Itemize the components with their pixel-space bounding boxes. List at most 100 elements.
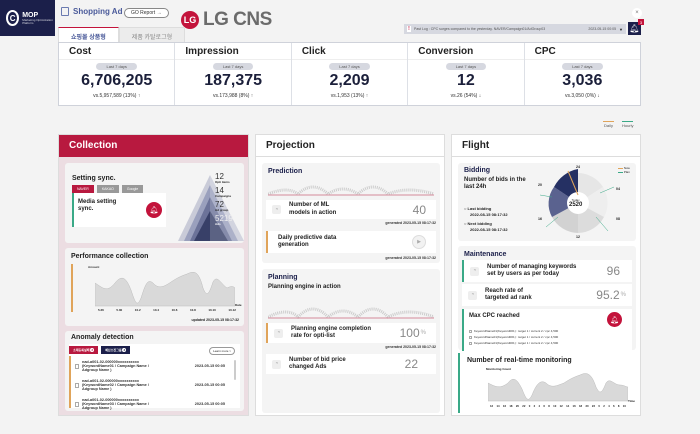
alert-message: Past Log : CPC surges compared to the ye… xyxy=(414,27,546,31)
media-tag-google[interactable]: Google xyxy=(121,185,144,193)
monitoring-title: Number of real-time monitoring xyxy=(467,357,572,364)
last-bidding-time: 2022-08-15 08:17:32 xyxy=(470,212,508,217)
kpi-title: CPC xyxy=(524,43,641,60)
anomaly-item[interactable]: nad-a001-02-000000xxxxxxxxxx (KeywordNam… xyxy=(75,360,233,372)
kpi-title: Impression xyxy=(175,43,291,60)
kpi-title: Conversion xyxy=(408,43,524,60)
anomaly-item[interactable]: nad-a001-02-000000xxxxxxxxxx (KeywordNam… xyxy=(75,398,233,410)
hour-tick: 16 xyxy=(538,217,542,221)
ml-models-metric: ◔ Number of ML models in action 40 xyxy=(266,200,436,219)
tag-budget-exhausted[interactable]: 예산소진그룹 3 xyxy=(101,346,131,354)
percent-unit: % xyxy=(420,330,426,336)
hourly-indicator xyxy=(458,353,460,413)
maintenance-title: Maintenance xyxy=(464,251,507,258)
legend-hourly: Hourly xyxy=(622,121,634,128)
max-cpc-alert-button[interactable]: 🔔︎ xyxy=(607,312,622,327)
pie-chart-icon: ◔ xyxy=(468,290,477,300)
tab-product-catalog[interactable]: 제품 카탈로그형 xyxy=(118,27,186,45)
max-cpc-item[interactable]: KeywordName01(Keyword001) : target 1 / c… xyxy=(469,335,558,339)
logo-mark-icon: C xyxy=(6,10,20,26)
setting-sync-title: Setting sync. xyxy=(72,175,116,182)
pie-chart-icon: ◔ xyxy=(272,359,281,369)
clock-icon: ○ xyxy=(464,221,467,226)
daily-prediction-metric: Daily predictive data generation ▶ xyxy=(266,231,436,253)
max-cpc-item[interactable]: KeywordName01(Keyword001) : target 1 / c… xyxy=(469,341,558,345)
ads-label: Ads xyxy=(215,222,221,226)
max-cpc-item[interactable]: KeywordName01(Keyword001) : target 1 / c… xyxy=(469,329,558,333)
monitoring-chart xyxy=(488,373,628,402)
kpi-title: Cost xyxy=(59,43,175,60)
collection-panel: Collection Setting sync. NAVER KAKAO Goo… xyxy=(58,134,249,416)
go-report-button[interactable]: GO Report → xyxy=(124,8,169,18)
prediction-title: Prediction xyxy=(268,168,303,175)
file-icon xyxy=(75,382,79,388)
chevron-down-icon[interactable]: ▼ xyxy=(619,26,623,32)
adgroup-value: 72 xyxy=(215,200,224,209)
maintenance-card: Maintenance ◔ Number of managing keyword… xyxy=(458,246,636,351)
pie-chart-icon: ◔ xyxy=(470,266,479,276)
file-icon xyxy=(469,329,472,333)
app-label: Shopping Ad xyxy=(61,7,122,16)
kpi-compare: vs.26 (54%) ↓ xyxy=(450,93,482,99)
kpi-impression: Impression Last 7 days 187,375 vs.173,98… xyxy=(175,43,292,105)
daily-indicator xyxy=(71,264,73,312)
play-button[interactable]: ▶ xyxy=(412,235,426,249)
tag-registration-fail[interactable]: 소재등록실패 3 xyxy=(69,346,99,354)
notification-button[interactable]: 🔔︎ 3 xyxy=(628,19,644,35)
anomaly-item[interactable]: nad-a001-02-000000xxxxxxxxxx (KeywordNam… xyxy=(75,379,233,391)
setting-sync-card: Setting sync. NAVER KAKAO Google Media s… xyxy=(65,163,244,243)
planning-wave xyxy=(268,307,434,319)
hour-tick: 04 xyxy=(616,187,620,191)
media-tag-naver[interactable]: NAVER xyxy=(72,185,94,193)
tab-shopping-product[interactable]: 쇼핑몰 상품형 xyxy=(58,27,119,45)
alert-time: 2023-05-15 00:05 xyxy=(588,27,617,31)
reach-rate-value: 95.2 xyxy=(596,288,620,302)
panel-title: Collection xyxy=(59,135,248,157)
kpi-value: 187,375 xyxy=(204,72,263,89)
bidding-title: Bidding xyxy=(464,167,491,174)
max-cpc-title: Max CPC reached xyxy=(469,313,520,319)
file-icon xyxy=(469,335,472,339)
sync-alert-button[interactable]: 🔔︎ xyxy=(146,202,162,218)
planning-subtitle: Planning engine in action xyxy=(268,284,341,290)
hour-tick: 12 xyxy=(576,235,580,239)
anomaly-detection-card: Anomaly detection 소재등록실패 3 예산소진그룹 3 Lear… xyxy=(65,331,244,411)
anomaly-tags: 소재등록실패 3 예산소진그룹 3 xyxy=(69,346,131,354)
notification-badge: 3 xyxy=(638,19,644,25)
adgroup-label: Ad group xyxy=(215,208,229,212)
learn-more-button[interactable]: Learn more > xyxy=(209,347,235,355)
projection-panel: Projection Prediction ◔ Number of ML mod… xyxy=(255,134,445,416)
daily-prediction-label: Daily predictive data generation xyxy=(278,234,337,248)
updated-time: updated 2023-05-15 08:17:32 xyxy=(191,318,239,322)
period-pill: Last 7 days xyxy=(562,63,603,70)
close-icon[interactable]: × xyxy=(632,8,642,18)
performance-collection-card: Performance collection Amount 5.26 5.30 10… xyxy=(65,248,244,326)
y-axis-label: Monitoring Count xyxy=(486,367,511,371)
brand-text: LG CNS xyxy=(203,9,272,30)
bidding-legend: Now Plan xyxy=(618,166,630,175)
kpi-cost: Cost Last 7 days 6,706,205 vs.5,957,589 … xyxy=(59,43,176,105)
bid-changed-label: Number of bid price changed Ads xyxy=(289,356,346,370)
x-axis-ticks: 12 14 16 18 20 22 0 2 4 6 8 10 12 14 16 18 20 22 0 2 4 6 8 10 xyxy=(490,404,626,408)
daily-generated-time: generated 2023-05-15 08:17:32 xyxy=(385,256,436,260)
kpi-compare: vs.1,953 (13%) ↑ xyxy=(330,93,369,99)
completion-rate-metric: ◔ Planning engine completion rate for op… xyxy=(266,323,436,343)
chart-legend: Daily Hourly xyxy=(603,121,634,128)
bidding-subtitle: Number of bids in the last 24h xyxy=(464,177,526,191)
bell-icon: 🔔︎ xyxy=(149,207,159,214)
app-label-text: Shopping Ad xyxy=(73,7,123,16)
media-tag-kakao[interactable]: KAKAO xyxy=(96,185,119,193)
managing-keywords-label: Number of managing keywords set by users… xyxy=(487,263,577,277)
kpi-cpc: CPC Last 7 days 3,036 vs.3,050 (0%) ↓ xyxy=(524,43,641,105)
alert-log-bar[interactable]: ! Past Log : CPC surges compared to the … xyxy=(404,24,626,34)
next-bidding-time: 2022-08-15 08:17:32 xyxy=(470,227,508,232)
shopping-bag-icon xyxy=(61,7,69,16)
mop-logo[interactable]: C MOP Marketing Optimization Platform xyxy=(0,0,55,36)
y-axis-label: Amount xyxy=(88,265,100,269)
scrollbar[interactable] xyxy=(234,360,236,380)
kpi-strip: Cost Last 7 days 6,706,205 vs.5,957,589 … xyxy=(58,42,641,106)
pie-chart-icon: ◔ xyxy=(274,328,283,338)
reach-rate-metric: ◔ Reach rate of targeted ad rank 95.2 % xyxy=(462,284,632,306)
period-pill: Last 7 days xyxy=(96,63,137,70)
bidding-card: Bidding Number of bids in the last 24h ○… xyxy=(458,163,636,241)
